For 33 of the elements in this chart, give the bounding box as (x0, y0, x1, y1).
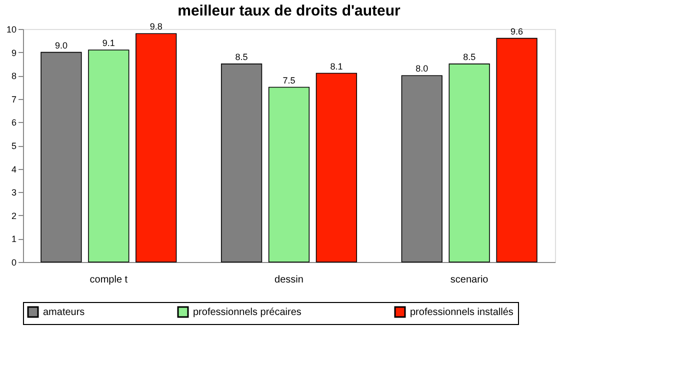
data-label: 8.5 (463, 52, 476, 62)
data-label: 7.5 (282, 75, 296, 86)
y-tick-label: 1 (11, 234, 16, 244)
bar (268, 86, 310, 262)
bar (136, 33, 177, 262)
y-tick-label: 0 (11, 258, 16, 268)
y-tick-label: 3 (11, 188, 16, 198)
data-label: 9.0 (54, 40, 68, 50)
chart-title: meilleur taux de droits d'auteur (178, 2, 401, 20)
bar (496, 38, 538, 262)
data-label: 8.0 (416, 64, 428, 74)
data-label: 9.8 (150, 22, 162, 32)
x-tick-label: comple t (90, 274, 128, 286)
y-tick-label: 5 (11, 141, 16, 151)
data-label: 8.1 (330, 61, 343, 72)
y-tick-label: 10 (6, 24, 16, 34)
data-label: 9.6 (510, 26, 524, 36)
y-tick-label: 2 (11, 210, 16, 221)
x-tick-label: dessin (274, 274, 304, 286)
bar (88, 50, 130, 262)
y-tick-label: 9 (11, 48, 16, 58)
y-tick-label: 6 (11, 118, 16, 128)
x-tick-label: scenario (450, 274, 489, 286)
y-tick-label: 7 (11, 94, 16, 104)
data-label: 9.1 (102, 38, 115, 48)
bar (448, 64, 490, 262)
legend-label: amateurs (43, 307, 85, 318)
legend-label: professionnels précaires (193, 307, 302, 318)
data-label: 8.5 (235, 52, 248, 62)
legend-label: professionnels installés (410, 307, 514, 318)
bar (316, 72, 358, 262)
y-tick-label: 4 (11, 164, 16, 174)
y-tick-label: 8 (11, 71, 16, 82)
